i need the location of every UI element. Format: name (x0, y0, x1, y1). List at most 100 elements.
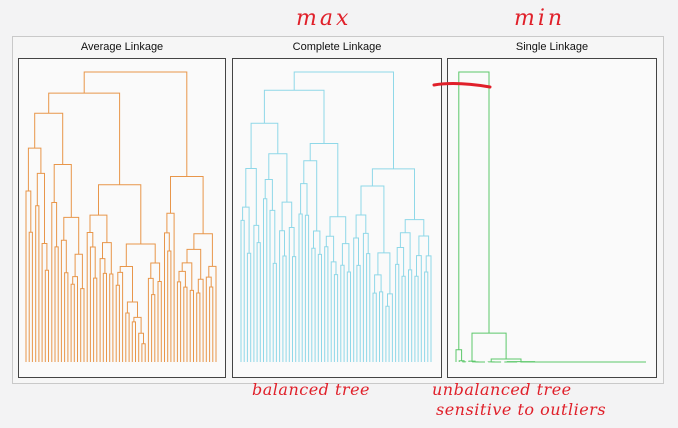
complete-dendrogram-branch (309, 143, 339, 217)
complete-dendrogram-branch (385, 305, 390, 362)
max-annotation: max (296, 6, 352, 31)
average-dendrogram-branch (41, 243, 48, 362)
complete-dendrogram-branch (279, 230, 285, 362)
complete-dendrogram-branch (372, 292, 377, 362)
average-dendrogram-branch (99, 258, 106, 362)
complete-dendrogram-branch (293, 71, 394, 169)
average-linkage-panel (18, 58, 226, 378)
average-dendrogram-branch (102, 272, 107, 362)
average-dendrogram-branch (98, 184, 142, 244)
complete-dendrogram-branch (396, 247, 405, 277)
average-dendrogram-branch (54, 246, 59, 362)
complete-dendrogram-branch (424, 271, 429, 362)
min-annotation: min (514, 6, 566, 31)
average-dendrogram-branch (109, 273, 114, 362)
average-dendrogram-branch (181, 262, 193, 291)
complete-dendrogram-branch (404, 219, 425, 236)
complete-dendrogram-branch (292, 256, 297, 362)
complete-dendrogram-branch (304, 214, 310, 362)
average-dendrogram-branch (35, 205, 40, 362)
single-dendrogram-branch (458, 71, 490, 350)
average-dendrogram-branch (133, 316, 142, 334)
average-dendrogram-branch (36, 172, 45, 244)
average-dendrogram-branch (60, 239, 67, 362)
red-pointer-mark (432, 82, 492, 89)
complete-dendrogram-branch (263, 198, 268, 362)
complete-dendrogram-branch (362, 232, 369, 362)
complete-dendrogram-branch (324, 246, 329, 362)
complete-dendrogram-branch (366, 253, 371, 362)
complete-dendrogram-branch (387, 293, 393, 362)
average-dendrogram-branch (167, 250, 172, 362)
complete-dendrogram-branch (264, 179, 273, 211)
average-dendrogram-branch (34, 112, 64, 165)
average-dendrogram-branch (83, 71, 188, 177)
average-linkage-title: Average Linkage (80, 41, 164, 53)
complete-dendrogram-branch (408, 269, 413, 362)
average-dendrogram-branch (196, 292, 201, 362)
complete-dendrogram-branch (240, 219, 245, 362)
average-dendrogram-branch (183, 286, 188, 362)
average-dendrogram-branch (193, 233, 213, 267)
complete-linkage-title: Complete Linkage (292, 41, 382, 53)
average-dendrogram-branch (176, 281, 182, 362)
complete-dendrogram-branch (242, 206, 250, 254)
average-dendrogram-branch (72, 276, 78, 362)
average-dendrogram-branch (138, 332, 144, 362)
average-dendrogram-branch (44, 269, 49, 362)
complete-dendrogram-branch (346, 271, 351, 362)
average-dendrogram-branch (28, 231, 33, 362)
average-dendrogram-branch (189, 289, 194, 362)
complete-dendrogram-branch (353, 237, 359, 362)
complete-dendrogram-branch (395, 263, 400, 362)
complete-dendrogram-branch (330, 261, 337, 362)
average-dendrogram-branch (186, 248, 202, 280)
complete-dendrogram-branch (356, 264, 361, 362)
complete-dendrogram-branch (282, 255, 287, 362)
complete-dendrogram-branch (355, 214, 367, 238)
complete-dendrogram-branch (340, 264, 345, 362)
single-linkage-title: Single Linkage (515, 41, 589, 53)
average-dendrogram-branch (147, 277, 154, 362)
complete-dendrogram-branch (269, 209, 276, 362)
complete-dendrogram-branch (341, 243, 350, 272)
average-dendrogram-branch (178, 270, 186, 288)
complete-dendrogram-branch (246, 252, 252, 362)
complete-dendrogram-branch (300, 183, 308, 216)
average-dendrogram-branch (74, 253, 83, 289)
complete-dendrogram-branch (325, 235, 335, 262)
complete-dendrogram-branch (298, 213, 303, 362)
complete-dendrogram-branch (272, 262, 277, 362)
balanced-tree-annotation: balanced tree (252, 380, 371, 399)
average-dendrogram-branch (151, 294, 156, 362)
complete-dendrogram-branch (414, 275, 419, 362)
average-dendrogram-branch (157, 281, 162, 362)
complete-dendrogram-branch (313, 230, 321, 255)
complete-dendrogram-branch (250, 122, 279, 169)
complete-dendrogram-branch (311, 247, 316, 362)
average-dendrogram-branch (131, 321, 136, 362)
average-dendrogram-branch (64, 272, 69, 362)
outliers-annotation: sensitive to outliers (436, 400, 607, 419)
average-dendrogram-branch (48, 92, 121, 185)
complete-dendrogram-branch (377, 252, 391, 294)
unbalanced-tree-annotation: unbalanced tree (432, 380, 572, 399)
complete-dendrogram-branch (263, 89, 325, 144)
average-dendrogram-branch (115, 284, 120, 362)
average-dendrogram-branch (89, 246, 96, 362)
single-dendrogram-branch (455, 349, 463, 362)
complete-dendrogram-branch (253, 224, 260, 362)
complete-dendrogram-branch (288, 227, 295, 362)
average-dendrogram-branch (27, 147, 42, 191)
average-dendrogram-branch (119, 266, 133, 302)
complete-dendrogram-branch (416, 255, 422, 362)
complete-dendrogram-branch (379, 291, 384, 362)
average-dendrogram-branch (25, 190, 32, 362)
complete-dendrogram-branch (333, 274, 339, 362)
average-dendrogram-branch (170, 176, 204, 234)
single-linkage-panel (447, 58, 657, 378)
average-dendrogram-branch (117, 271, 124, 362)
complete-dendrogram-branch (374, 274, 382, 294)
